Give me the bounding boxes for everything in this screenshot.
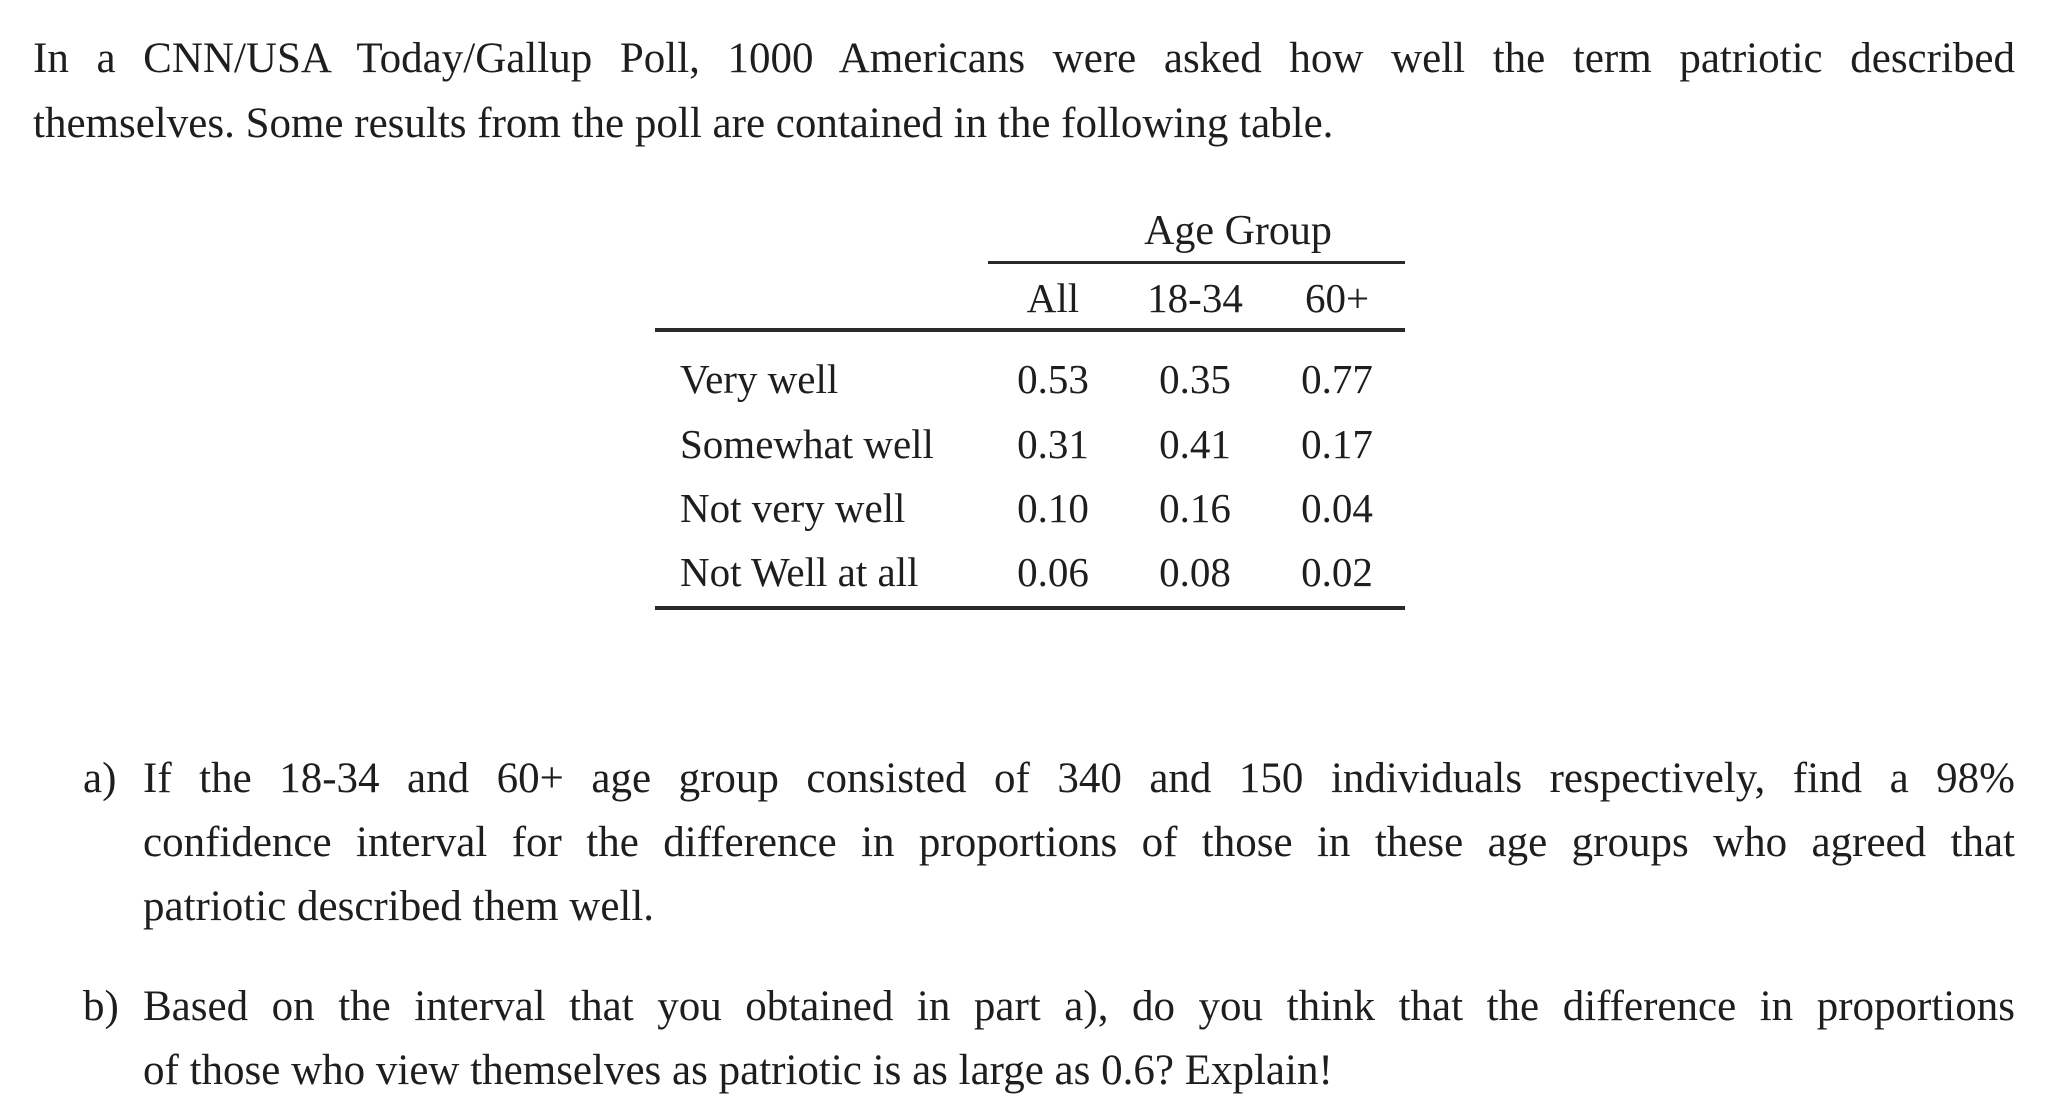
row-label-somewhat-well: Somewhat well — [680, 421, 934, 467]
question-line: Based on the interval that you obtained … — [143, 983, 2015, 1030]
question-line: If the 18-34 and 60+ age group consisted… — [143, 755, 2015, 802]
cell-very-well-60plus: 0.77 — [1301, 356, 1373, 402]
age-group-rule — [988, 261, 1405, 264]
question-line: of those who view themselves as patrioti… — [143, 1047, 1333, 1094]
cell-very-well-all: 0.53 — [1017, 356, 1089, 402]
cell-not-very-well-60plus: 0.04 — [1301, 485, 1373, 531]
cell-somewhat-well-60plus: 0.17 — [1301, 421, 1373, 467]
column-header-60plus: 60+ — [1304, 275, 1370, 321]
row-label-not-well-at-all: Not Well at all — [680, 549, 919, 595]
cell-not-well-at-all-60plus: 0.02 — [1301, 549, 1373, 595]
row-label-not-very-well: Not very well — [680, 485, 906, 531]
cell-very-well-18-34: 0.35 — [1159, 356, 1231, 402]
bottom-rule — [655, 606, 1405, 610]
column-header-18-34: 18-34 — [1147, 275, 1243, 321]
cell-not-very-well-18-34: 0.16 — [1159, 485, 1231, 531]
question-b-label: b) — [83, 983, 119, 1030]
cell-not-very-well-all: 0.10 — [1017, 485, 1089, 531]
intro-line: In a CNN/USA Today/Gallup Poll, 1000 Ame… — [33, 35, 2015, 82]
header-rule — [655, 328, 1405, 332]
age-group-header: Age Group — [1144, 208, 1332, 254]
question-line: confidence interval for the difference i… — [143, 819, 2015, 866]
column-header-all: All — [1026, 275, 1080, 321]
cell-somewhat-well-18-34: 0.41 — [1159, 421, 1231, 467]
question-line: patriotic described them well. — [143, 883, 655, 930]
cell-not-well-at-all-18-34: 0.08 — [1159, 549, 1231, 595]
cell-not-well-at-all-all: 0.06 — [1017, 549, 1089, 595]
cell-somewhat-well-all: 0.31 — [1017, 421, 1089, 467]
question-a-text: If the 18-34 and 60+ age group consisted… — [143, 747, 2015, 939]
question-b-text: Based on the interval that you obtained … — [143, 975, 2015, 1103]
question-a-label: a) — [83, 755, 117, 802]
intro-line: themselves. Some results from the poll a… — [33, 100, 1334, 147]
intro-paragraph: In a CNN/USA Today/Gallup Poll, 1000 Ame… — [33, 26, 2015, 156]
row-label-very-well: Very well — [680, 356, 839, 402]
